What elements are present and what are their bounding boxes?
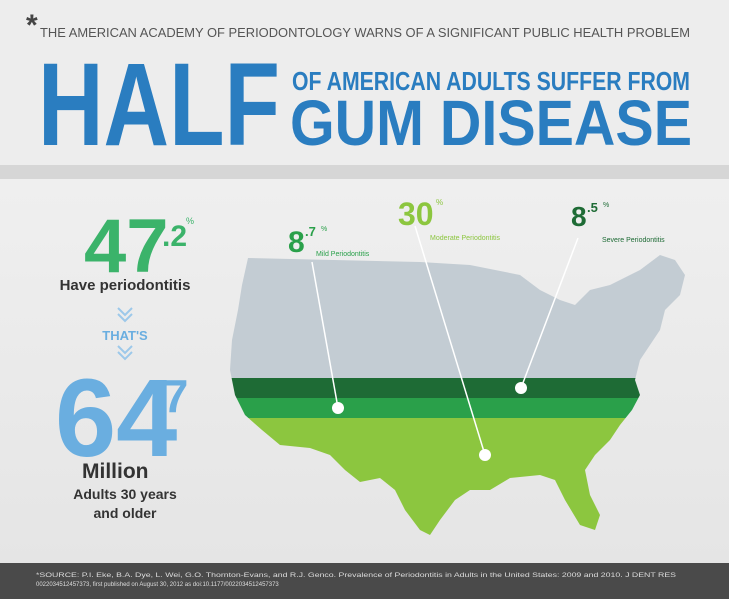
header-band: [0, 0, 729, 165]
headline-line: OF AMERICAN ADULTS SUFFER FROM: [292, 66, 690, 96]
stat-decimal: .7: [150, 370, 188, 422]
segment-label: Moderate Periodontitis: [430, 235, 501, 242]
pointer: [414, 225, 486, 456]
headline-line: GUM DISEASE: [290, 87, 692, 159]
chevron: [117, 307, 133, 323]
pointer-dot: [479, 449, 491, 461]
segment-whole: 8: [288, 226, 305, 259]
segment-unit: %: [436, 198, 443, 207]
segment-label: Mild Periodontitis: [316, 251, 370, 258]
segment-unit: %: [321, 226, 327, 233]
connector: THAT'S: [102, 328, 148, 343]
segment-whole: 8: [571, 201, 587, 232]
pointer-dot: [515, 382, 527, 394]
big-word: HALF: [38, 39, 280, 171]
footer-band: [0, 563, 729, 599]
map-band-severe: [230, 378, 685, 398]
pointer: [520, 237, 579, 389]
stat-whole: 47: [84, 204, 169, 289]
segment-decimal: .5: [587, 200, 598, 215]
pointer-dot: [332, 402, 344, 414]
segment-unit: %: [603, 202, 609, 209]
stat-label: Adults 30 years: [73, 486, 177, 502]
asterisk: *: [26, 9, 38, 42]
stat-label: Million: [82, 460, 149, 483]
segment-decimal: .7: [305, 224, 316, 239]
stat-label: and older: [93, 505, 157, 521]
map-band-mild: [230, 398, 685, 418]
stat-decimal: .2: [162, 220, 187, 253]
header-divider: [0, 165, 729, 179]
source: *SOURCE: P.I. Eke, B.A. Dye, L. Wei, G.O…: [36, 573, 676, 579]
segment-label: Severe Periodontitis: [602, 237, 665, 244]
kicker: THE AMERICAN ACADEMY OF PERIODONTOLOGY W…: [40, 26, 690, 40]
segment-whole: 30: [398, 196, 434, 232]
stat-unit: %: [186, 216, 194, 226]
pointer: [311, 261, 339, 409]
stat-whole: 64: [55, 357, 177, 480]
chevron: [117, 345, 133, 361]
source: 0022034512457373, first published on Aug…: [36, 582, 279, 588]
stat-label: Have periodontitis: [60, 277, 191, 294]
